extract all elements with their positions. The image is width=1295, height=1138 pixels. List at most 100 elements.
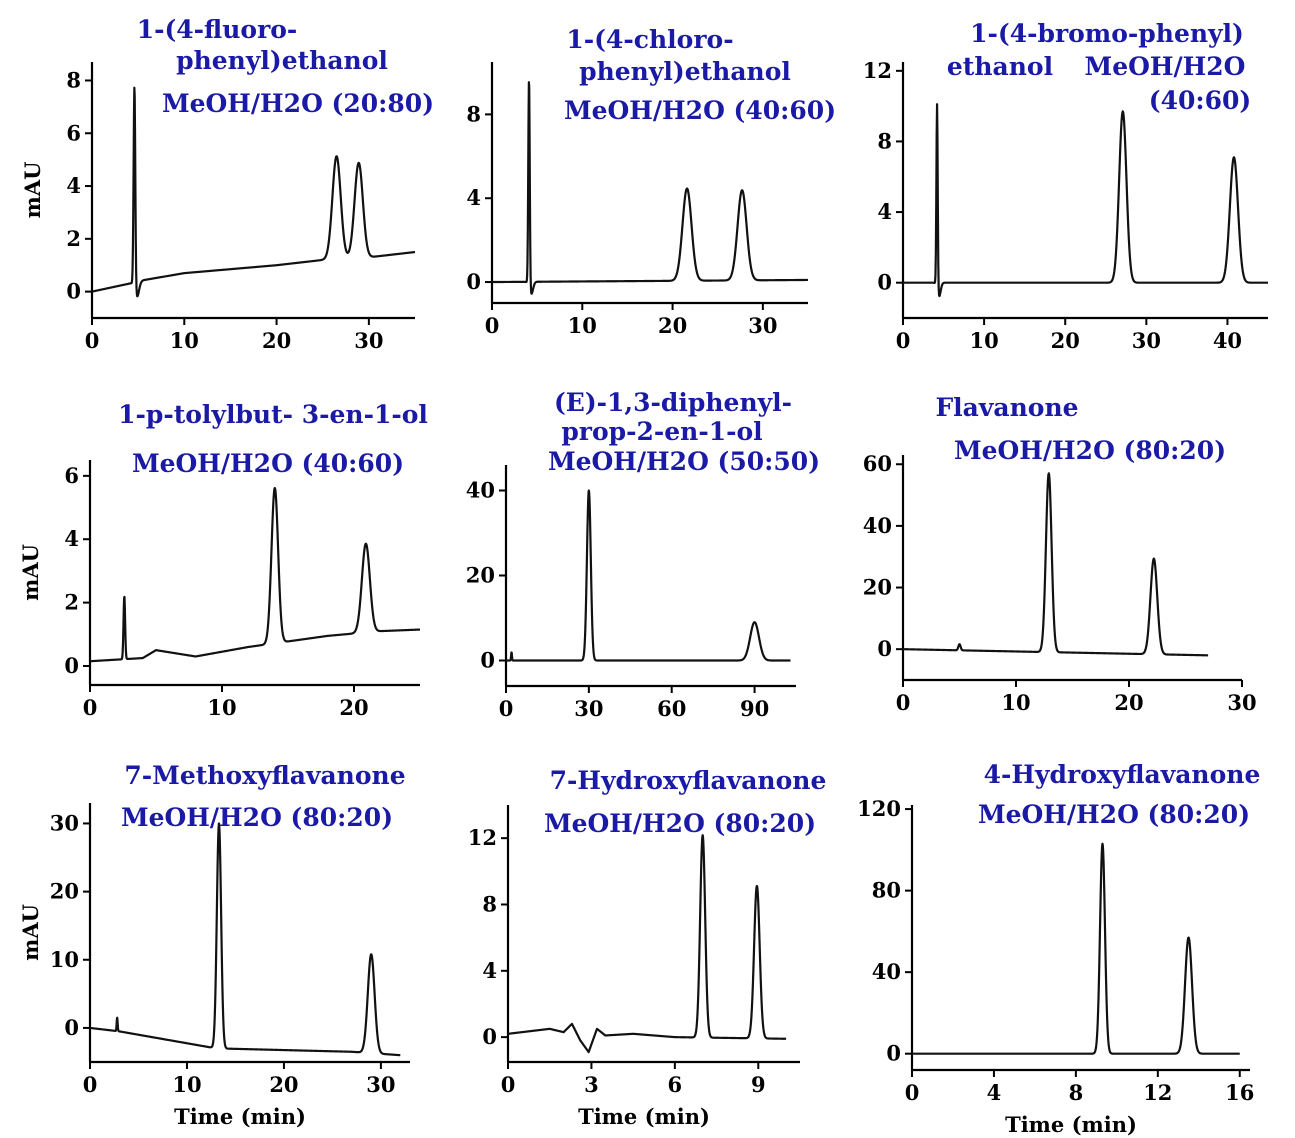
y-tick-label: 4 bbox=[64, 526, 79, 551]
panel-title-line: MeOH/H2O (20:80) bbox=[162, 89, 434, 118]
y-axis-title: mAU bbox=[20, 162, 45, 219]
x-tick-label: 20 bbox=[339, 695, 368, 720]
panel-title-line: 1-(4-bromo-phenyl) bbox=[970, 19, 1244, 48]
panel-title-line: 1-(4-chloro- bbox=[566, 25, 733, 54]
y-tick-label: 6 bbox=[66, 120, 81, 145]
y-tick-label: 30 bbox=[50, 810, 79, 835]
chart-panel-9: 0 40 80 120 0 4 8 12 16 Time (min) 4-Hydroxyflavan… bbox=[857, 760, 1260, 1137]
x-tick-label: 30 bbox=[748, 313, 777, 338]
x-tick-label: 3 bbox=[584, 1072, 599, 1097]
x-tick-label: 60 bbox=[657, 696, 686, 721]
chart-panel-5: 0 20 40 0 30 60 90 (E)-1,3-diphenyl-prop-2-en-1… bbox=[466, 388, 820, 721]
chromatogram-trace bbox=[491, 81, 809, 295]
y-tick-label: 20 bbox=[466, 563, 495, 588]
y-tick-label: 40 bbox=[863, 513, 892, 538]
x-axis-title: Time (min) bbox=[174, 1104, 306, 1129]
x-tick-label: 0 bbox=[83, 695, 98, 720]
chart-panel-8: 0 4 8 12 0 3 6 9 Time (min) 7-Hydroxyflavanone MeO… bbox=[468, 766, 827, 1129]
y-tick-label: 60 bbox=[863, 451, 892, 476]
y-tick-label: 0 bbox=[466, 269, 481, 294]
panel-title-line: MeOH/H2O bbox=[1085, 52, 1246, 81]
y-tick-label: 8 bbox=[877, 128, 892, 153]
x-tick-label: 6 bbox=[668, 1072, 683, 1097]
chart-panel-1: 0 2 4 6 8 0 10 20 30 mAU 1-(4-fluoro-phenyl)ethano… bbox=[20, 15, 434, 353]
x-tick-label: 12 bbox=[1143, 1080, 1172, 1105]
x-tick-label: 30 bbox=[574, 696, 603, 721]
x-tick-label: 0 bbox=[499, 696, 514, 721]
y-tick-label: 0 bbox=[877, 270, 892, 295]
y-tick-label: 6 bbox=[64, 463, 79, 488]
x-tick-label: 20 bbox=[262, 328, 291, 353]
y-tick-label: 80 bbox=[872, 878, 901, 903]
x-tick-label: 30 bbox=[1227, 690, 1256, 715]
y-tick-label: 2 bbox=[64, 590, 79, 615]
y-axis-title: mAU bbox=[18, 544, 43, 601]
panel-title-line: phenyl)ethanol bbox=[579, 57, 791, 86]
x-tick-label: 20 bbox=[658, 313, 687, 338]
y-tick-label: 40 bbox=[466, 478, 495, 503]
panel-title-line: MeOH/H2O (80:20) bbox=[954, 436, 1226, 465]
x-tick-label: 0 bbox=[83, 1072, 98, 1097]
x-tick-label: 9 bbox=[751, 1072, 766, 1097]
y-tick-label: 0 bbox=[66, 279, 81, 304]
chart-panel-6: 0 20 40 60 0 10 20 30 Flavanone MeOH/H2O (80:20) bbox=[863, 393, 1257, 715]
x-tick-label: 10 bbox=[170, 328, 199, 353]
y-axis-title: mAU bbox=[18, 904, 43, 961]
x-tick-label: 0 bbox=[485, 313, 500, 338]
panel-title-line: (E)-1,3-diphenyl- bbox=[554, 388, 792, 417]
panel-title-line: ethanol bbox=[947, 52, 1053, 81]
chromatogram-trace bbox=[91, 86, 416, 298]
x-tick-label: 4 bbox=[987, 1080, 1002, 1105]
x-tick-label: 30 bbox=[354, 328, 383, 353]
chromatogram-trace bbox=[902, 103, 1269, 298]
y-tick-label: 4 bbox=[466, 185, 481, 210]
chart-panel-3: 0 4 8 12 0 10 20 30 40 1-(4-bromo-phenyl) ethanol M… bbox=[863, 19, 1269, 353]
y-tick-label: 12 bbox=[468, 825, 497, 850]
y-tick-label: 4 bbox=[877, 199, 892, 224]
y-tick-label: 8 bbox=[66, 67, 81, 92]
y-tick-label: 12 bbox=[863, 58, 892, 83]
y-tick-label: 20 bbox=[863, 575, 892, 600]
y-tick-label: 0 bbox=[482, 1024, 497, 1049]
x-tick-label: 0 bbox=[905, 1080, 920, 1105]
panel-title-line: prop-2-en-1-ol bbox=[561, 417, 762, 446]
x-tick-label: 30 bbox=[1132, 328, 1161, 353]
panel-title-line: phenyl)ethanol bbox=[176, 46, 388, 75]
x-tick-label: 0 bbox=[501, 1072, 516, 1097]
chart-panel-2: 0 4 8 0 10 20 30 1-(4-chloro-phenyl)ethanol MeOH… bbox=[466, 25, 836, 338]
chromatogram-trace bbox=[902, 472, 1209, 657]
x-tick-label: 10 bbox=[969, 328, 998, 353]
chromatogram-trace bbox=[911, 842, 1241, 1055]
x-tick-label: 20 bbox=[1051, 328, 1080, 353]
panel-title-line: MeOH/H2O (80:20) bbox=[544, 809, 816, 838]
panel-title-line: 1-(4-fluoro- bbox=[137, 15, 298, 44]
panel-title-line: MeOH/H2O (80:20) bbox=[121, 803, 393, 832]
panel-title-line: 7-Methoxyflavanone bbox=[124, 761, 405, 790]
panel-title-line: MeOH/H2O (40:60) bbox=[564, 96, 836, 125]
panel-title-line: 1-p-tolylbut- 3-en-1-ol bbox=[118, 400, 428, 429]
x-tick-label: 10 bbox=[172, 1072, 201, 1097]
chart-panel-4: 0 2 4 6 0 10 20 mAU 1-p-tolylbut- 3-en-1-ol MeOH/… bbox=[18, 400, 428, 720]
chromatogram-trace bbox=[89, 822, 402, 1057]
panel-title-line: MeOH/H2O (80:20) bbox=[978, 800, 1250, 829]
x-tick-label: 20 bbox=[269, 1072, 298, 1097]
chart-panel-7: 0 10 20 30 0 10 20 30 mAU Time (min) 7-Methoxyflav… bbox=[18, 761, 410, 1129]
chromatogram-trace bbox=[505, 489, 792, 662]
chromatogram-trace bbox=[89, 486, 421, 663]
x-tick-label: 8 bbox=[1069, 1080, 1084, 1105]
x-tick-label: 20 bbox=[1114, 690, 1143, 715]
y-tick-label: 2 bbox=[66, 226, 81, 251]
y-tick-label: 4 bbox=[482, 958, 497, 983]
y-tick-label: 4 bbox=[66, 173, 81, 198]
y-tick-label: 0 bbox=[64, 653, 79, 678]
panel-title-line: Flavanone bbox=[935, 393, 1078, 422]
y-tick-label: 20 bbox=[50, 879, 79, 904]
panel-title-line: 7-Hydroxyflavanone bbox=[550, 766, 827, 795]
x-tick-label: 0 bbox=[896, 328, 911, 353]
x-tick-label: 0 bbox=[896, 690, 911, 715]
x-tick-label: 90 bbox=[740, 696, 769, 721]
panel-title-line: MeOH/H2O (40:60) bbox=[132, 449, 404, 478]
y-tick-label: 40 bbox=[872, 959, 901, 984]
panel-title-line: 4-Hydroxyflavanone bbox=[984, 760, 1261, 789]
